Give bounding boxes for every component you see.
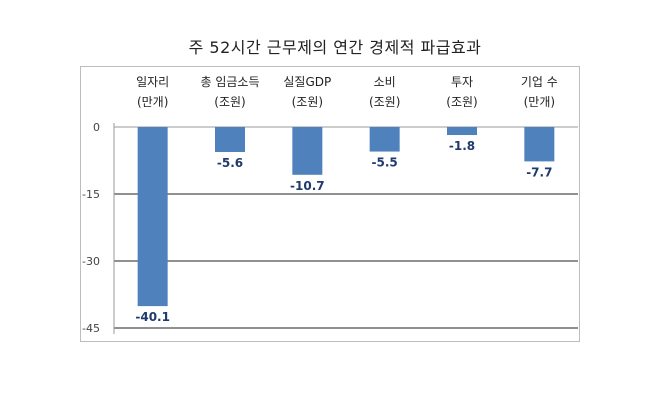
bar: [292, 127, 323, 175]
y-tick-label: 0: [93, 121, 100, 134]
category-label: 실질GDP: [283, 75, 331, 89]
y-tick-label: -15: [82, 188, 100, 201]
category-label: 기업 수: [521, 75, 558, 89]
y-tick-label: -45: [82, 322, 100, 335]
data-label: -7.7: [526, 165, 552, 179]
bar: [447, 127, 477, 136]
bar: [137, 127, 168, 307]
category-label: 투자: [451, 75, 473, 89]
chart-title: 주 52시간 근무제의 연간 경제적 파급효과: [188, 38, 482, 57]
category-label: 소비: [374, 75, 396, 89]
category-unit-label: (조원): [214, 95, 245, 109]
data-label: -40.1: [135, 310, 170, 324]
category-unit-label: (조원): [446, 95, 477, 109]
category-unit-label: (조원): [292, 95, 323, 109]
bar: [369, 127, 400, 152]
category-label: 일자리: [136, 75, 169, 89]
category-label: 총 임금소득: [200, 75, 259, 89]
y-tick-label: -30: [82, 255, 100, 268]
bar: [215, 127, 245, 153]
data-label: -10.7: [290, 179, 325, 193]
data-label: -5.6: [217, 156, 243, 170]
data-label: -1.8: [449, 139, 475, 153]
category-unit-label: (조원): [369, 95, 400, 109]
category-unit-label: (만개): [524, 95, 555, 109]
bar: [524, 127, 555, 162]
chart-frame: [80, 66, 580, 342]
data-label: -5.5: [372, 156, 398, 170]
category-unit-label: (만개): [137, 95, 168, 109]
